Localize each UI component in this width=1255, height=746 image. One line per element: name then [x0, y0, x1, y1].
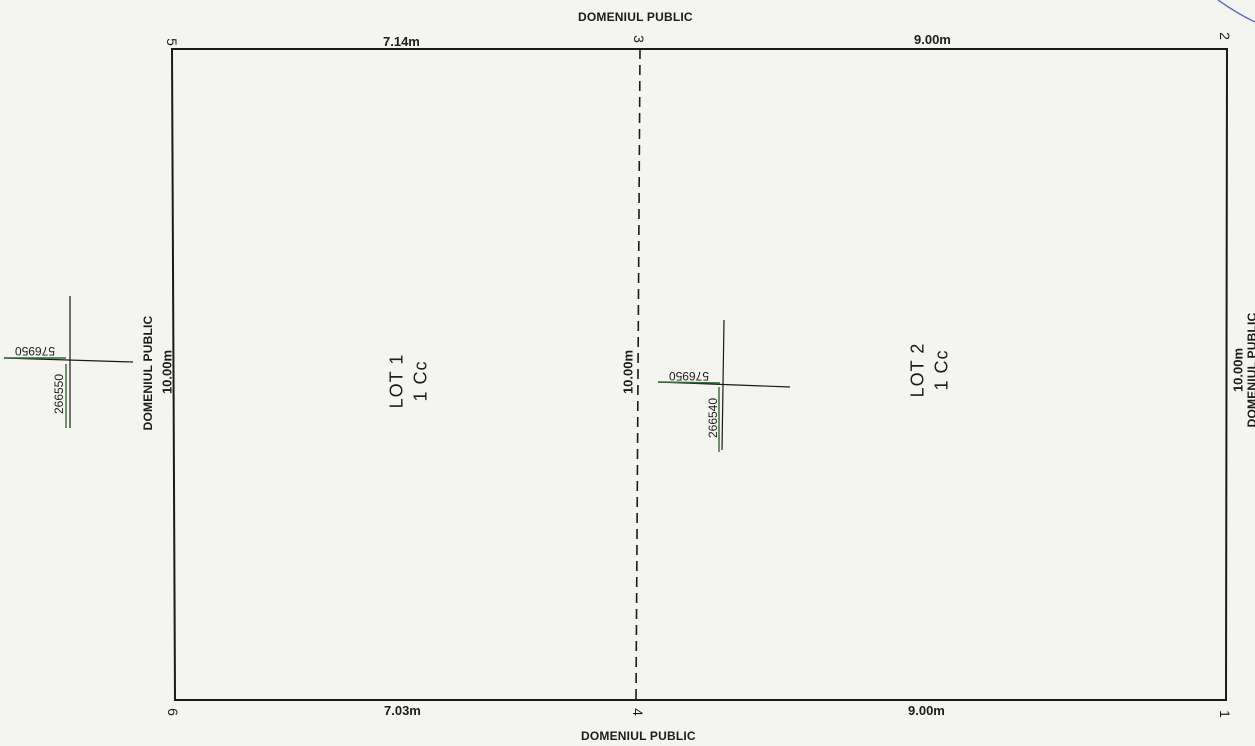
dimension-top-right: 9.00m	[914, 32, 951, 47]
lot-1-name: LOT 1	[386, 353, 407, 409]
dimension-bottom-right: 9.00m	[908, 703, 945, 718]
boundary-label-right: DOMENIUL PUBLIC	[1245, 312, 1255, 428]
grid-left-east: 266550	[52, 373, 66, 415]
lot-1-code: 1 Cc	[411, 360, 431, 402]
stamp-fragment	[1217, 0, 1255, 23]
vertex-1: 1	[1217, 710, 1233, 718]
lot-1-label: LOT 1 1 Cc	[385, 354, 434, 409]
boundary-label-top: DOMENIUL PUBLIC	[578, 10, 693, 24]
dimension-top-left: 7.14m	[383, 34, 420, 49]
grid-center-east: 266540	[706, 397, 720, 439]
vertex-4: 4	[630, 708, 646, 716]
parcel-boundary	[170, 48, 1229, 701]
boundary-label-left: DOMENIUL PUBLIC	[141, 315, 155, 431]
lot-2-label: LOT 2 1 Cc	[906, 343, 955, 398]
grid-cross-center	[657, 319, 791, 452]
dimension-middle: 10.00m	[620, 349, 636, 395]
vertex-6: 6	[165, 708, 181, 716]
lot-2-code: 1 Cc	[932, 349, 952, 391]
dimension-left: 10.00m	[159, 349, 175, 395]
vertex-3: 3	[631, 35, 647, 43]
dimension-right: 10.00m	[1230, 347, 1246, 393]
grid-left-north: 576950	[14, 344, 56, 358]
vertex-5: 5	[164, 38, 180, 46]
grid-cross-center-north-underline	[657, 381, 721, 384]
vertex-2: 2	[1217, 32, 1233, 40]
grid-cross-left	[3, 296, 134, 428]
dimension-bottom-left: 7.03m	[384, 703, 421, 718]
lot-2-name: LOT 2	[907, 342, 928, 398]
grid-center-north: 576950	[668, 369, 710, 383]
boundary-label-bottom: DOMENIUL PUBLIC	[581, 729, 696, 743]
lot-division-line	[635, 48, 641, 701]
